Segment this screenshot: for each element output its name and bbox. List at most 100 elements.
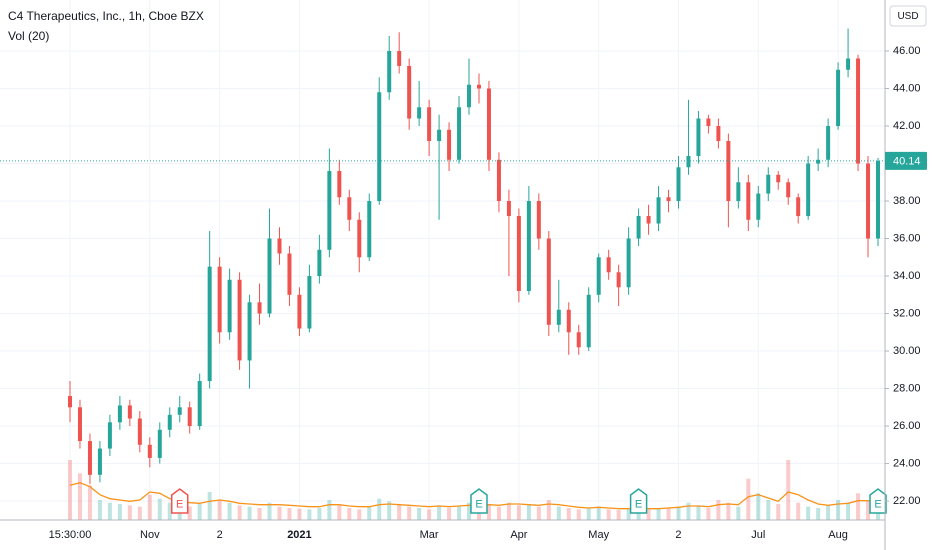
y-tick-label: 32.00 — [893, 307, 921, 319]
candle-body — [377, 92, 382, 202]
volume-bar — [856, 493, 861, 520]
volume-bar — [696, 505, 701, 520]
volume-bar — [277, 506, 282, 520]
x-tick-label: Nov — [140, 529, 160, 541]
volume-bar — [247, 506, 252, 520]
volume-bar — [736, 506, 741, 520]
candle-body — [87, 441, 92, 475]
earnings-marker[interactable] — [629, 488, 648, 514]
candle-body — [866, 163, 871, 239]
candle-body — [347, 197, 352, 220]
volume-bar — [147, 494, 152, 520]
candle-body — [836, 69, 841, 127]
earnings-label[interactable]: E — [874, 498, 881, 510]
candle-body — [486, 88, 491, 160]
candle-body — [337, 171, 342, 198]
earnings-marker[interactable] — [470, 488, 488, 514]
candle-body — [97, 448, 102, 475]
last-price-box — [885, 151, 927, 170]
earnings-marker[interactable] — [170, 488, 189, 514]
candle-body — [437, 129, 442, 142]
volume-bar — [536, 506, 541, 520]
candle-body — [327, 171, 332, 250]
volume-bar — [307, 509, 312, 520]
candle-body — [107, 422, 112, 449]
volume-bar — [716, 500, 721, 520]
volume-bar — [227, 502, 232, 520]
volume-bar — [766, 500, 771, 520]
volume-bar — [87, 485, 92, 520]
candle-body — [846, 58, 851, 70]
candle-body — [277, 238, 282, 254]
volume-bar — [347, 508, 352, 520]
x-tick-label: Jul — [751, 529, 765, 541]
volume-bar — [107, 502, 112, 520]
volume-bar — [636, 508, 641, 520]
candle-body — [516, 216, 521, 292]
candle-body — [796, 197, 801, 217]
candle-body — [526, 201, 531, 292]
candle-body — [387, 51, 392, 93]
candle-body — [676, 167, 681, 202]
volume-bar — [237, 505, 242, 520]
candle-body — [247, 302, 252, 361]
y-tick-label: 42.00 — [893, 120, 921, 132]
candle-body — [496, 159, 501, 202]
currency-box[interactable] — [889, 5, 927, 27]
candle-body — [127, 405, 132, 419]
volume-bar — [816, 508, 821, 520]
volume-bar — [666, 508, 671, 520]
candle-body — [227, 279, 232, 333]
volume-bar — [457, 506, 462, 520]
candle-body — [177, 407, 182, 415]
candle-body — [556, 309, 561, 325]
volume-bar — [556, 506, 561, 520]
volume-bar — [546, 500, 551, 520]
earnings-marker[interactable] — [869, 488, 887, 514]
candle-body — [187, 407, 192, 427]
candle-body — [756, 193, 761, 220]
candle-body — [157, 429, 162, 458]
candle-body — [506, 201, 511, 217]
candle-body — [297, 294, 302, 329]
volume-bar — [367, 506, 372, 520]
candle-body — [137, 418, 142, 445]
earnings-label[interactable]: E — [635, 498, 642, 510]
volume-bar — [726, 502, 731, 520]
volume-bar — [257, 508, 262, 520]
candle-body — [427, 107, 432, 142]
volume-bar — [187, 506, 192, 520]
y-tick-label: 24.00 — [893, 457, 921, 469]
x-tick-label: 2 — [217, 529, 223, 541]
candle-body — [586, 294, 591, 348]
candle-body — [287, 253, 292, 295]
candle-body — [716, 126, 721, 142]
y-tick-label: 26.00 — [893, 420, 921, 432]
candle-body — [576, 332, 581, 348]
volume-bar — [756, 493, 761, 520]
candle-body — [686, 156, 691, 168]
y-tick-label: 22.00 — [893, 495, 921, 507]
earnings-label[interactable]: E — [176, 498, 183, 510]
candle-body — [566, 309, 571, 333]
candle-body — [666, 197, 671, 202]
currency[interactable]: USD — [897, 11, 918, 22]
volume-bar — [486, 504, 491, 520]
volume-bar — [97, 500, 102, 520]
candle-body — [397, 51, 402, 67]
candle-body — [816, 159, 821, 164]
volume-bar — [337, 505, 342, 520]
candle-body — [546, 238, 551, 325]
candle-body — [197, 381, 202, 427]
earnings-label[interactable]: E — [475, 498, 482, 510]
volume-bar — [267, 502, 272, 520]
last-price-label: 40.14 — [893, 155, 921, 167]
chart-title: C4 Therapeutics, Inc., 1h, Cboe BZX — [8, 9, 204, 23]
volume-bar — [656, 508, 661, 520]
x-tick-label: 2 — [675, 529, 681, 541]
volume-bar — [317, 508, 322, 520]
y-tick-label: 34.00 — [893, 270, 921, 282]
x-tick-label: 2021 — [287, 529, 311, 541]
volume-bar — [117, 504, 122, 520]
